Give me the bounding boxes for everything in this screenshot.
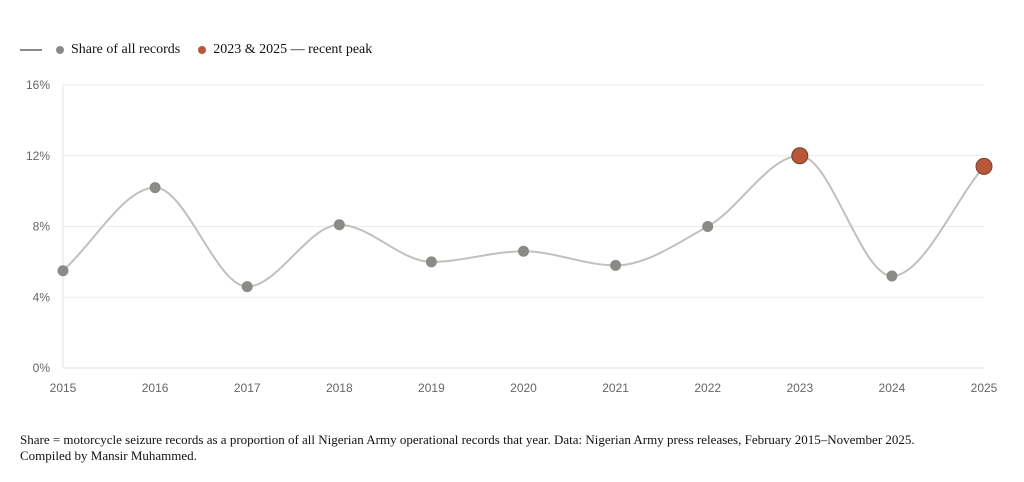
series-line [62,154,985,288]
peak-point [975,157,993,175]
data-point [241,281,253,293]
x-tick-label: 2024 [879,381,906,395]
caption-line-1: Share = motorcycle seizure records as a … [20,432,915,447]
y-tick-label: 16% [26,78,50,92]
x-tick-label: 2015 [50,381,77,395]
x-tick-label: 2018 [326,381,353,395]
data-point [149,182,161,194]
y-tick-label: 12% [26,149,50,163]
data-point [702,221,714,232]
data-point [610,259,622,271]
x-tick-label: 2020 [510,381,537,395]
caption: Share = motorcycle seizure records as a … [20,432,1010,464]
legend-item-series: Share of all records [20,42,180,58]
y-tick-labels: 0% 4% 8% 12% 16% [26,78,50,375]
y-tick-label: 4% [33,290,51,304]
legend: Share of all records 2023 & 2025 — recen… [20,41,390,59]
data-point [425,256,437,268]
legend-dot-gray [56,46,64,54]
x-tick-label: 2025 [971,381,998,395]
data-point [57,265,69,277]
x-tick-label: 2023 [786,381,813,395]
caption-line-2: Compiled by Mansir Muhammed. [20,448,197,463]
x-tick-labels: 2015 2016 2017 2018 2019 2020 2021 2022 2023 2024… [50,381,998,395]
data-point [518,245,529,257]
x-tick-label: 2022 [694,381,721,395]
data-point [333,219,345,231]
legend-dot-peak [198,46,207,54]
y-tick-label: 8% [33,220,51,234]
grid-lines [63,84,984,298]
peak-point [791,147,809,165]
data-point [886,270,898,282]
legend-highlight-label: 2023 & 2025 — recent peak [213,42,373,57]
series-layer [57,147,993,293]
legend-line-swatch [20,44,46,56]
legend-item-highlight: 2023 & 2025 — recent peak [198,42,372,58]
line-chart: 2015 2016 2017 2018 2019 2020 2021 2022 2023 2024… [26,78,998,395]
x-tick-label: 2021 [602,381,629,395]
y-tick-label: 0% [33,361,51,375]
x-tick-label: 2017 [234,381,261,395]
x-tick-label: 2019 [418,381,445,395]
axes [62,85,984,369]
x-tick-label: 2016 [142,381,169,395]
legend-series-label: Share of all records [71,42,181,57]
